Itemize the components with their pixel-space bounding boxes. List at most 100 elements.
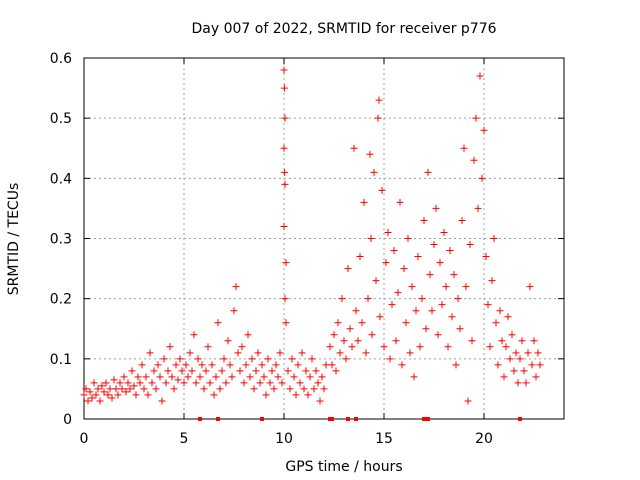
data-point: [300, 385, 308, 393]
data-point: [224, 337, 232, 345]
data-point: [290, 373, 298, 381]
data-point: [192, 379, 200, 387]
gap-marker: [422, 417, 426, 421]
data-point: [446, 247, 454, 255]
data-point: [126, 385, 134, 393]
y-tick-label: 0.3: [50, 232, 72, 248]
data-point: [306, 373, 314, 381]
y-tick-label: 0: [63, 412, 72, 428]
data-point: [194, 355, 202, 363]
data-point: [380, 343, 388, 351]
data-point: [484, 301, 492, 309]
data-point: [386, 355, 394, 363]
data-point: [280, 144, 288, 152]
data-point: [282, 259, 290, 267]
data-point: [318, 373, 326, 381]
data-point: [268, 367, 276, 375]
data-point: [198, 361, 206, 369]
data-point: [326, 343, 334, 351]
x-tick-label: 20: [475, 431, 493, 447]
data-point: [102, 379, 110, 387]
data-point: [190, 331, 198, 339]
data-point: [130, 382, 138, 390]
data-point: [174, 376, 182, 384]
data-point: [142, 373, 150, 381]
data-point: [328, 361, 336, 369]
data-point: [288, 355, 296, 363]
data-point: [510, 367, 518, 375]
gap-marker: [346, 417, 350, 421]
x-tick-label: 5: [180, 431, 189, 447]
data-point: [462, 283, 470, 291]
data-point: [242, 361, 250, 369]
data-point: [414, 253, 422, 261]
data-point: [374, 114, 382, 122]
data-point: [410, 373, 418, 381]
data-point: [212, 373, 220, 381]
data-point: [176, 355, 184, 363]
data-point: [186, 349, 194, 357]
data-point: [92, 391, 100, 399]
data-point: [442, 283, 450, 291]
data-point: [178, 367, 186, 375]
y-axis-label: SRMTID / TECUs: [6, 183, 22, 296]
data-point: [280, 84, 288, 92]
data-point: [456, 325, 464, 333]
data-point: [430, 241, 438, 249]
data-point: [502, 343, 510, 351]
gap-marker: [260, 417, 264, 421]
data-point: [110, 376, 118, 384]
data-point: [256, 379, 264, 387]
data-point: [252, 367, 260, 375]
data-point: [334, 319, 342, 327]
data-point: [342, 355, 350, 363]
data-point: [284, 367, 292, 375]
y-tick-label: 0.6: [50, 51, 72, 67]
data-point: [496, 307, 504, 315]
data-point: [172, 361, 180, 369]
data-point: [384, 228, 392, 236]
data-point: [302, 367, 310, 375]
data-point: [534, 349, 542, 357]
data-point: [184, 373, 192, 381]
data-point: [532, 373, 540, 381]
data-point: [420, 216, 428, 224]
data-point: [124, 379, 132, 387]
data-point: [120, 373, 128, 381]
data-point: [308, 355, 316, 363]
data-point: [196, 373, 204, 381]
data-point: [84, 397, 92, 405]
data-point: [500, 373, 508, 381]
data-point: [362, 349, 370, 357]
data-point: [338, 295, 346, 303]
data-point: [281, 168, 289, 176]
data-point: [400, 265, 408, 273]
data-point: [406, 349, 414, 357]
data-point: [458, 216, 466, 224]
data-point: [114, 391, 122, 399]
data-point: [304, 391, 312, 399]
data-point: [316, 397, 324, 405]
data-point: [262, 391, 270, 399]
data-point: [202, 367, 210, 375]
x-tick-label: 10: [275, 431, 293, 447]
data-point: [390, 247, 398, 255]
data-point: [122, 388, 130, 396]
data-point: [220, 355, 228, 363]
data-point: [238, 343, 246, 351]
data-point: [146, 349, 154, 357]
data-point: [281, 114, 289, 122]
data-point: [150, 367, 158, 375]
data-point: [156, 373, 164, 381]
data-point: [166, 343, 174, 351]
data-point: [370, 168, 378, 176]
data-point: [218, 367, 226, 375]
data-point: [158, 397, 166, 405]
data-point: [154, 361, 162, 369]
data-point: [250, 385, 258, 393]
data-point: [354, 337, 362, 345]
data-point: [408, 283, 416, 291]
data-point: [454, 295, 462, 303]
